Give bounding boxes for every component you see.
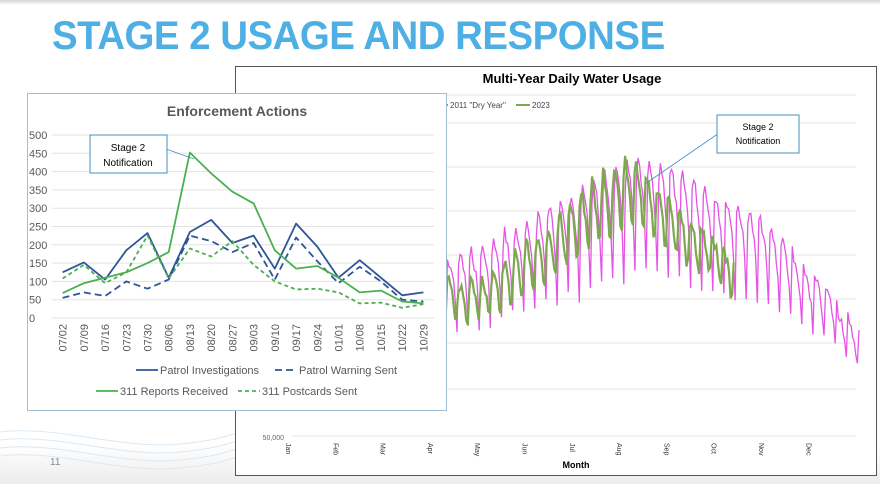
usage-xtick-label: Nov: [757, 443, 764, 456]
page-number: 11: [50, 457, 61, 468]
usage-xtick-label: Jun: [521, 443, 528, 454]
enforcement-ytick-label: 350: [29, 185, 47, 197]
enforcement-xtick-label: 09/17: [291, 324, 303, 352]
enforcement-annotation-line1: Stage 2: [111, 143, 146, 154]
enforcement-ytick-label: 200: [29, 240, 47, 252]
enforcement-annotation-line2: Notification: [103, 158, 152, 169]
enforcement-xtick-label: 08/27: [227, 324, 239, 352]
enforcement-legend-label: Patrol Warning Sent: [299, 365, 397, 377]
enforcement-chart-title: Enforcement Actions: [167, 103, 307, 119]
enforcement-annotation-box: [89, 134, 168, 174]
enforcement-legend-label: 311 Postcards Sent: [262, 386, 357, 398]
usage-xtick-label: Aug: [615, 443, 622, 456]
enforcement-series-line-2: [62, 151, 424, 305]
usage-xtick-label: May: [473, 443, 480, 457]
enforcement-ytick-label: 500: [29, 130, 47, 142]
usage-series-2023-line: [437, 155, 735, 326]
enforcement-xtick-label: 10/22: [397, 324, 409, 352]
usage-chart-title: Multi-Year Daily Water Usage: [483, 71, 662, 86]
enforcement-ytick-label: 100: [29, 276, 47, 288]
enforcement-xtick-label: 10/29: [418, 324, 430, 352]
enforcement-xtick-label: 09/03: [249, 324, 261, 352]
usage-annotation: Stage 2 Notification: [644, 114, 800, 185]
enforcement-legend-label: 311 Reports Received: [120, 386, 228, 398]
usage-xtick-label: Sep: [662, 443, 669, 456]
enforcement-series-line-0: [62, 219, 424, 297]
usage-xtick-label: Jul: [568, 443, 575, 452]
enforcement-series-line-3: [62, 234, 424, 309]
enforcement-xtick-label: 09/10: [270, 324, 282, 352]
enforcement-annotation-leader: [165, 148, 195, 160]
enforcement-chart: Enforcement Actions 0 50 100 150 200 250 300 35…: [29, 103, 434, 398]
decorative-waves: [0, 430, 250, 470]
usage-annotation-line1: Stage 2: [742, 122, 773, 132]
usage-annotation-leader: [644, 130, 723, 185]
enforcement-ytick-label: 300: [29, 203, 47, 215]
enforcement-xtick-label: 08/13: [185, 324, 197, 352]
usage-xtick-label: Dec: [804, 443, 811, 456]
enforcement-xtick-label: 08/06: [164, 324, 176, 352]
enforcement-ytick-label: 450: [29, 148, 47, 160]
usage-xaxis-label: Month: [563, 460, 590, 470]
enforcement-annotation: Stage 2 Notification: [89, 134, 195, 174]
enforcement-ytick-label: 150: [29, 258, 47, 270]
slide-title: STAGE 2 USAGE AND RESPONSE: [52, 14, 665, 58]
enforcement-ytick-label: 50: [29, 295, 41, 307]
usage-annotation-line2: Notification: [736, 136, 781, 146]
slide-top-edge: [0, 0, 880, 5]
enforcement-xtick-label: 10/08: [355, 324, 367, 352]
usage-annotation-box: [716, 114, 800, 154]
enforcement-xtick-label: 07/09: [79, 324, 91, 352]
enforcement-ytick-label: 0: [29, 313, 35, 325]
usage-xtick-label: Feb: [331, 443, 338, 455]
legend-label-2023: 2023: [532, 101, 550, 110]
usage-ytick-label: 50,000: [263, 435, 285, 442]
legend-label-2011: 2011 "Dry Year": [450, 101, 506, 110]
enforcement-xtick-label: 01/01: [334, 324, 346, 352]
enforcement-legend: Patrol Investigations Patrol Warning Sent…: [96, 365, 397, 398]
enforcement-xtick-label: 07/23: [121, 324, 133, 352]
enforcement-ytick-label: 250: [29, 222, 47, 234]
usage-series-2011-line: [437, 157, 860, 364]
enforcement-series-line-1: [62, 234, 424, 303]
enforcement-xtick-label: 07/30: [143, 324, 155, 352]
enforcement-xtick-label: 07/02: [58, 324, 70, 352]
enforcement-chart-panel: Enforcement Actions 0 50 100 150 200 250 300 35…: [27, 93, 447, 411]
enforcement-xtick-label: 08/20: [206, 324, 218, 352]
enforcement-xtick-label: 10/15: [376, 324, 388, 352]
enforcement-xtick-label: 07/16: [100, 324, 112, 352]
enforcement-legend-label: Patrol Investigations: [160, 365, 260, 377]
enforcement-ytick-label: 400: [29, 167, 47, 179]
usage-xtick-label: Jan: [284, 443, 291, 454]
enforcement-xtick-label: 09/24: [312, 324, 324, 352]
usage-xtick-label: Apr: [426, 443, 433, 455]
usage-xtick-label: Oct: [710, 443, 717, 454]
usage-xtick-label: Mar: [379, 443, 386, 456]
usage-legend: 2011 "Dry Year" 2023: [434, 101, 550, 110]
